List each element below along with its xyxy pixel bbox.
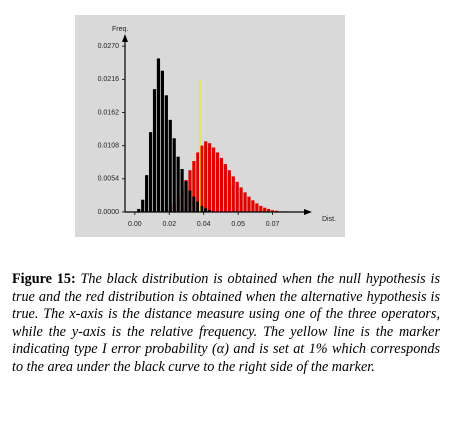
bar bbox=[243, 192, 247, 212]
bar bbox=[227, 170, 231, 212]
bar bbox=[247, 196, 251, 212]
bar bbox=[184, 181, 188, 212]
bar bbox=[204, 208, 208, 212]
bar bbox=[152, 89, 157, 212]
y-axis-arrow bbox=[122, 34, 128, 42]
bar bbox=[274, 210, 279, 212]
bar bbox=[188, 190, 192, 212]
y-tick-label: 0.0270 bbox=[98, 43, 120, 50]
y-axis-label: Freq. bbox=[112, 26, 128, 33]
x-tick-label: 0.04 bbox=[197, 221, 211, 228]
bar bbox=[180, 169, 184, 212]
bar bbox=[137, 208, 141, 212]
bar bbox=[196, 201, 200, 212]
bar bbox=[145, 175, 149, 212]
bar bbox=[231, 176, 235, 212]
bar bbox=[235, 181, 239, 212]
chart: Freq. Dist. 0.0000 0.0054 0.0108 0.0162 0.02… bbox=[75, 15, 345, 237]
bar bbox=[259, 205, 263, 212]
bar bbox=[251, 200, 255, 212]
bar bbox=[192, 196, 196, 212]
bar bbox=[208, 143, 212, 212]
bar bbox=[168, 119, 172, 212]
bar bbox=[200, 205, 204, 212]
bar bbox=[255, 203, 259, 212]
bar bbox=[223, 164, 227, 212]
caption-text: The black distribution is obtained when … bbox=[12, 271, 440, 375]
bar bbox=[219, 157, 224, 212]
y-tick-label: 0.0054 bbox=[98, 176, 120, 183]
bar bbox=[239, 187, 243, 212]
bar bbox=[267, 208, 271, 212]
bar bbox=[215, 152, 220, 212]
bar bbox=[192, 161, 196, 212]
bar bbox=[204, 141, 208, 212]
x-tick-label: 0.02 bbox=[162, 221, 176, 228]
bar bbox=[263, 207, 267, 212]
x-tick-label: 0.00 bbox=[128, 221, 142, 228]
x-tick-label: 0.05 bbox=[231, 221, 245, 228]
caption-label: Figure 15: bbox=[12, 271, 76, 287]
bar bbox=[172, 138, 176, 212]
bar bbox=[160, 70, 164, 212]
bar bbox=[148, 132, 153, 212]
y-tick-label: 0.0000 bbox=[98, 209, 120, 216]
bar bbox=[200, 145, 204, 212]
x-axis-label: Dist. bbox=[322, 216, 336, 223]
bar bbox=[176, 156, 180, 212]
y-tick-label: 0.0162 bbox=[98, 109, 120, 116]
y-tick-label: 0.0108 bbox=[98, 143, 120, 150]
bar bbox=[156, 58, 161, 212]
bar bbox=[271, 210, 275, 212]
bar bbox=[141, 199, 145, 212]
bar bbox=[208, 210, 212, 212]
y-tick-label: 0.0216 bbox=[98, 76, 120, 83]
bar bbox=[164, 95, 168, 212]
x-tick-label: 0.07 bbox=[266, 221, 280, 228]
bar bbox=[211, 147, 216, 212]
bar bbox=[196, 152, 200, 212]
figure-caption: Figure 15: The black distribution is obt… bbox=[12, 271, 440, 377]
x-axis-arrow bbox=[304, 209, 312, 215]
